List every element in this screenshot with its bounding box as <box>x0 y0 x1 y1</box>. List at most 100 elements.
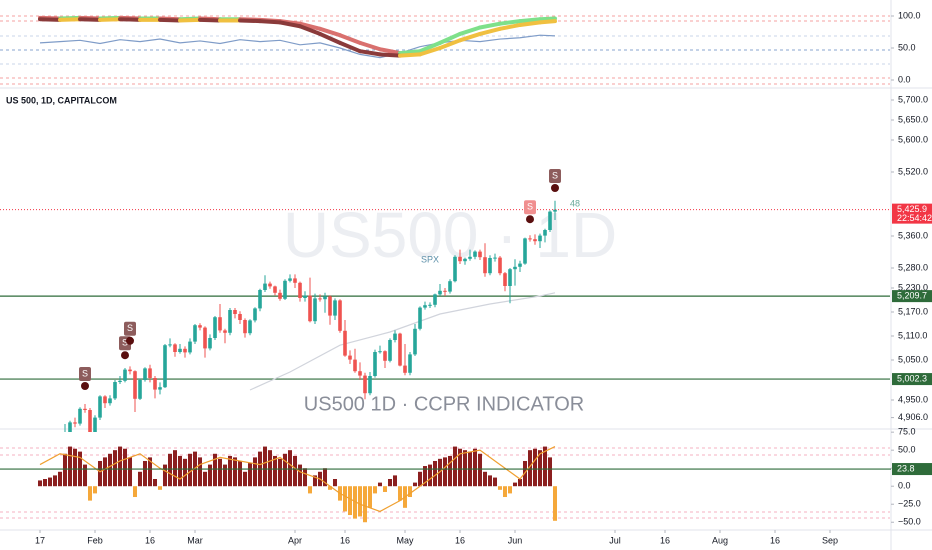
candle-body <box>223 330 227 333</box>
histogram-bar <box>543 446 547 487</box>
ribbon-segment <box>398 52 422 58</box>
candle-body <box>303 295 307 298</box>
histogram-bar <box>188 453 192 487</box>
x-tick-label: 17 <box>35 535 45 545</box>
x-tick-label: Aug <box>712 535 728 545</box>
candle-body <box>518 263 522 267</box>
x-tick-label: 16 <box>660 535 670 545</box>
histogram-bar <box>488 475 492 487</box>
candle-body <box>448 281 452 292</box>
histogram-bar <box>38 480 42 487</box>
candle-body <box>308 295 312 322</box>
candle-body <box>523 238 527 264</box>
candle-body <box>203 327 207 349</box>
y-tick-label: 4,950.0 <box>898 394 928 404</box>
ribbon-segment <box>58 17 82 22</box>
candle-body <box>298 282 302 298</box>
price-label: 23.8 <box>897 463 915 473</box>
histogram-bar <box>303 468 307 487</box>
histogram-bar <box>513 482 517 487</box>
histogram-bar <box>93 486 97 494</box>
histogram-bar <box>128 457 132 487</box>
histogram-bar <box>413 482 417 487</box>
candle-body <box>283 280 287 299</box>
series-line <box>249 292 556 391</box>
histogram-bar <box>53 475 57 487</box>
histogram-bar <box>138 471 142 487</box>
histogram-bar <box>478 453 482 487</box>
candle-body <box>263 283 267 290</box>
candle-body <box>383 351 387 361</box>
ribbon-segment <box>458 25 482 36</box>
candle-body <box>88 410 92 432</box>
y-tick-label: −50.0 <box>898 517 921 527</box>
y-tick-label: 5,050.0 <box>898 354 928 364</box>
signal-label: S <box>82 368 88 378</box>
histogram-bar <box>463 450 467 487</box>
histogram-bar <box>493 477 497 487</box>
ribbon-segment <box>518 17 542 24</box>
x-tick-label: 16 <box>340 535 350 545</box>
candle-body <box>228 310 232 333</box>
candle-body <box>478 251 482 258</box>
signal-dot <box>81 382 89 390</box>
histogram-bar <box>423 466 427 487</box>
histogram-bar <box>233 457 237 487</box>
ribbon-segment <box>418 46 442 57</box>
candle-body <box>178 348 182 352</box>
x-tick-label: 16 <box>145 535 155 545</box>
histogram-bar <box>388 479 392 487</box>
candle-body <box>73 422 77 424</box>
ribbon-segment <box>518 20 542 27</box>
histogram-bar <box>223 464 227 487</box>
signal-label: S <box>552 170 558 180</box>
x-tick-label: May <box>396 535 414 545</box>
candle-body <box>498 257 502 274</box>
ribbon-segment <box>338 33 362 45</box>
y-tick-label: 5,110.0 <box>898 330 927 340</box>
candle-body <box>258 290 262 309</box>
ribbon-segment <box>338 40 362 54</box>
histogram-bar <box>108 453 112 487</box>
candle-body <box>218 317 222 331</box>
candle-body <box>213 317 217 338</box>
candle-body <box>193 325 197 342</box>
histogram-bar <box>73 448 77 487</box>
candle-body <box>348 355 352 360</box>
candle-body <box>403 365 407 373</box>
candle-body <box>78 408 82 424</box>
histogram-bar <box>203 471 207 487</box>
candle-body <box>438 290 442 295</box>
price-label-box <box>892 290 932 303</box>
candle-body <box>418 307 422 329</box>
y-tick-label: 5,600.0 <box>898 134 928 144</box>
ribbon-segment <box>438 31 462 45</box>
histogram-bar <box>283 453 287 487</box>
candle-body <box>373 352 377 376</box>
signal-dot <box>121 351 129 360</box>
ribbon-segment <box>418 40 442 54</box>
y-tick-label: 4,906.0 <box>898 412 928 422</box>
candle-body <box>473 251 477 257</box>
candle-body <box>323 296 327 300</box>
candle-body <box>368 376 372 394</box>
histogram-bar <box>148 457 152 487</box>
y-tick-label: 50.0 <box>898 445 916 455</box>
candle-body <box>273 286 277 293</box>
candle-body <box>503 273 507 286</box>
signal-box <box>524 200 536 215</box>
candle-body <box>553 209 557 212</box>
candle-body <box>388 340 392 361</box>
ribbon-segment <box>398 49 422 56</box>
candle-body <box>248 320 252 334</box>
candle-body <box>493 257 497 259</box>
y-tick-label: 0.0 <box>898 481 911 491</box>
histogram-bar <box>83 464 87 487</box>
candle-body <box>513 266 517 270</box>
candle-body <box>483 257 487 274</box>
ribbon-segment <box>38 17 62 22</box>
candle-body <box>398 333 402 366</box>
histogram-bar <box>288 450 292 487</box>
ribbon-segment <box>438 38 462 50</box>
